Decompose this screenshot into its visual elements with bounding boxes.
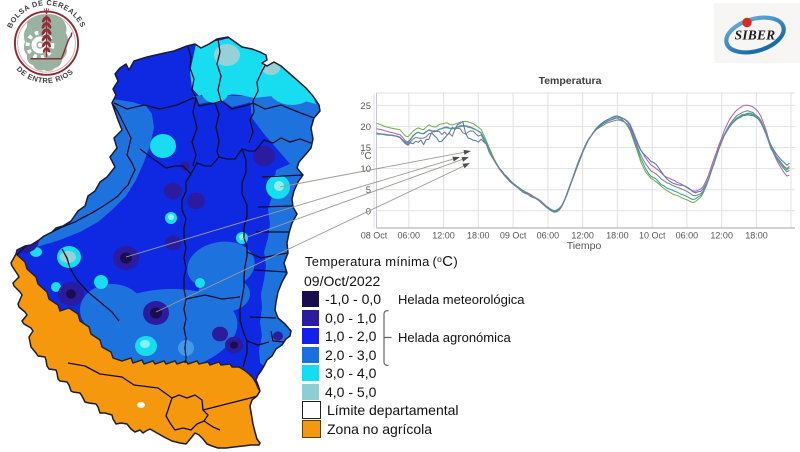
svg-text:09 Oct: 09 Oct bbox=[500, 231, 527, 241]
svg-text:SIBER: SIBER bbox=[735, 28, 776, 43]
svg-text:°C: °C bbox=[360, 151, 371, 162]
svg-text:18:00: 18:00 bbox=[745, 231, 768, 241]
svg-text:06:00: 06:00 bbox=[676, 231, 699, 241]
svg-text:15: 15 bbox=[360, 143, 371, 154]
svg-text:20: 20 bbox=[360, 122, 371, 133]
svg-text:08 Oct: 08 Oct bbox=[361, 231, 388, 241]
svg-text:10 Oct: 10 Oct bbox=[639, 231, 666, 241]
svg-text:10: 10 bbox=[360, 164, 371, 175]
svg-text:12:00: 12:00 bbox=[571, 231, 594, 241]
svg-text:0: 0 bbox=[366, 206, 371, 217]
svg-text:Tiempo: Tiempo bbox=[567, 240, 602, 252]
svg-text:25: 25 bbox=[360, 101, 371, 112]
svg-text:5: 5 bbox=[366, 185, 371, 196]
svg-text:18:00: 18:00 bbox=[606, 231, 629, 241]
svg-text:06:00: 06:00 bbox=[537, 231, 560, 241]
svg-text:06:00: 06:00 bbox=[398, 231, 421, 241]
svg-text:Temperatura: Temperatura bbox=[539, 75, 602, 87]
svg-text:18:00: 18:00 bbox=[467, 231, 490, 241]
svg-text:12:00: 12:00 bbox=[432, 231, 455, 241]
svg-text:12:00: 12:00 bbox=[710, 231, 733, 241]
